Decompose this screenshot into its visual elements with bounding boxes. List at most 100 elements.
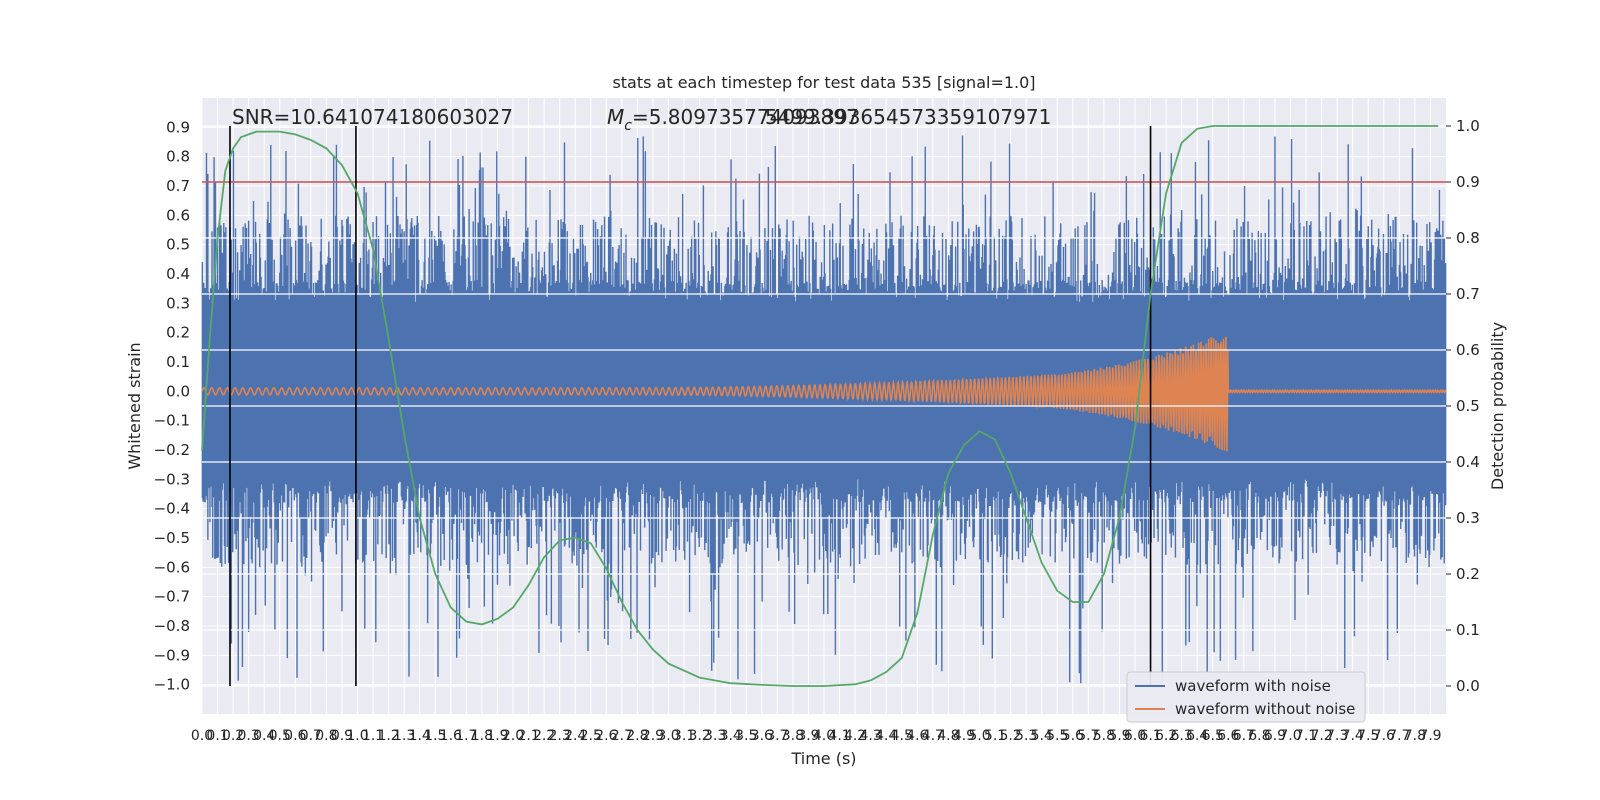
y-right-tick-label: 0.9 (1456, 173, 1480, 191)
x-tick-label: 1.7 (455, 728, 477, 744)
x-tick-label: 1.0 (346, 728, 368, 744)
x-tick-label: 5.7 (1077, 728, 1099, 744)
x-tick-label: 6.2 (1155, 728, 1177, 744)
x-tick-label: 6.6 (1217, 728, 1239, 744)
x-tick-label: 2.9 (642, 728, 664, 744)
x-tick-label: 4.5 (891, 728, 913, 744)
x-tick-label: 7.6 (1373, 728, 1395, 744)
x-tick-label: 7.9 (1419, 728, 1441, 744)
overlap-annotation: 5499.393654573359107971 (765, 105, 1051, 129)
x-tick-label: 2.7 (611, 728, 633, 744)
x-tick-label: 0.9 (331, 728, 353, 744)
y-tick-label: −0.1 (154, 412, 190, 430)
x-tick-label: 7.4 (1342, 728, 1364, 744)
x-tick-label: 0.8 (315, 728, 337, 744)
x-tick-label: 3.2 (688, 728, 710, 744)
x-tick-label: 7.7 (1388, 728, 1410, 744)
x-tick-label: 4.9 (953, 728, 975, 744)
y-right-tick-label: 0.0 (1456, 677, 1480, 695)
x-tick-label: 3.7 (766, 728, 788, 744)
x-tick-label: 1.1 (362, 728, 384, 744)
x-tick-label: 0.1 (206, 728, 228, 744)
x-tick-label: 3.3 (704, 728, 726, 744)
x-tick-label: 5.5 (1046, 728, 1068, 744)
x-tick-label: 6.9 (1264, 728, 1286, 744)
legend-box (1126, 671, 1366, 723)
y-tick-label: −0.3 (154, 470, 190, 488)
y-right-tick-label: 0.6 (1456, 341, 1480, 359)
x-tick-label: 3.4 (720, 728, 742, 744)
y-tick-label: 0.2 (166, 324, 190, 342)
x-tick-label: 3.8 (782, 728, 804, 744)
x-tick-label: 4.8 (937, 728, 959, 744)
x-tick-label: 2.8 (626, 728, 648, 744)
y-tick-label: −0.6 (154, 558, 190, 576)
x-tick-label: 4.2 (844, 728, 866, 744)
x-tick-label: 4.1 (828, 728, 850, 744)
chart-title: stats at each timestep for test data 535… (612, 73, 1035, 92)
x-tick-label: 1.9 (486, 728, 508, 744)
x-tick-label: 3.6 (751, 728, 773, 744)
x-tick-label: 4.3 (860, 728, 882, 744)
x-tick-label: 5.0 (968, 728, 990, 744)
x-tick-label: 2.3 (549, 728, 571, 744)
y-axis-label: Whitened strain (125, 342, 144, 469)
y-right-tick-label: 0.1 (1456, 621, 1480, 639)
chirp-mass-symbol: M (607, 105, 624, 129)
chirp-mass-subscript: c (624, 118, 632, 134)
x-tick-label: 0.5 (269, 728, 291, 744)
overlays (201, 125, 1446, 687)
ticks: −1.0 −0.9 −0.8 −0.7 −0.6 −0.5 −0.4 −0.3 −0.2 −0.1… (154, 117, 1480, 744)
x-tick-label: 1.4 (409, 728, 431, 744)
y-right-tick-label: 0.5 (1456, 397, 1480, 415)
y-right-tick-label: 0.7 (1456, 285, 1480, 303)
x-tick-label: 0.2 (222, 728, 244, 744)
x-tick-label: 5.2 (999, 728, 1021, 744)
x-axis-label: Time (s) (790, 749, 856, 768)
x-tick-label: 4.6 (906, 728, 928, 744)
x-tick-label: 6.8 (1248, 728, 1270, 744)
chirp-mass-value: =5.809735774093897 (632, 105, 859, 129)
detection-probability-line (201, 125, 1439, 687)
x-tick-label: 1.2 (377, 728, 399, 744)
y-tick-label: 0.4 (166, 265, 190, 283)
x-tick-label: 0.4 (253, 728, 275, 744)
legend-label-clean: waveform without noise (1175, 700, 1355, 718)
x-tick-label: 6.0 (1124, 728, 1146, 744)
x-tick-label: 5.8 (1093, 728, 1115, 744)
legend-label-noise: waveform with noise (1175, 677, 1331, 695)
x-tick-label: 1.8 (471, 728, 493, 744)
x-tick-label: 0.6 (284, 728, 306, 744)
x-tick-label: 4.0 (813, 728, 835, 744)
x-tick-label: 7.1 (1295, 728, 1317, 744)
x-tick-label: 3.0 (657, 728, 679, 744)
y-tick-label: 0.1 (166, 353, 190, 371)
y-tick-label: 0.5 (166, 236, 190, 254)
y-tick-label: 0.7 (166, 177, 190, 195)
y-right-tick-label: 0.2 (1456, 565, 1480, 583)
x-tick-label: 0.3 (238, 728, 260, 744)
clean-trace (201, 336, 1447, 452)
y-axis-label-right: Detection probability (1488, 322, 1507, 490)
y-tick-label: 0.6 (166, 206, 190, 224)
x-tick-label: 6.7 (1233, 728, 1255, 744)
x-tick-label: 0.7 (300, 728, 322, 744)
x-tick-label: 7.2 (1310, 728, 1332, 744)
y-tick-label: 0.0 (166, 382, 190, 400)
x-tick-label: 0.0 (191, 728, 213, 744)
x-tick-label: 1.3 (393, 728, 415, 744)
x-tick-label: 3.5 (735, 728, 757, 744)
x-tick-label: 2.4 (564, 728, 586, 744)
x-tick-label: 5.1 (984, 728, 1006, 744)
x-tick-label: 7.0 (1279, 728, 1301, 744)
x-tick-label: 5.6 (1062, 728, 1084, 744)
y-right-tick-label: 0.3 (1456, 509, 1480, 527)
y-tick-label: −0.8 (154, 617, 190, 635)
x-tick-label: 7.3 (1326, 728, 1348, 744)
x-tick-label: 5.9 (1108, 728, 1130, 744)
x-tick-label: 1.6 (440, 728, 462, 744)
y-right-tick-label: 0.4 (1456, 453, 1480, 471)
x-tick-label: 7.8 (1404, 728, 1426, 744)
y-tick-label: −0.4 (154, 500, 190, 518)
